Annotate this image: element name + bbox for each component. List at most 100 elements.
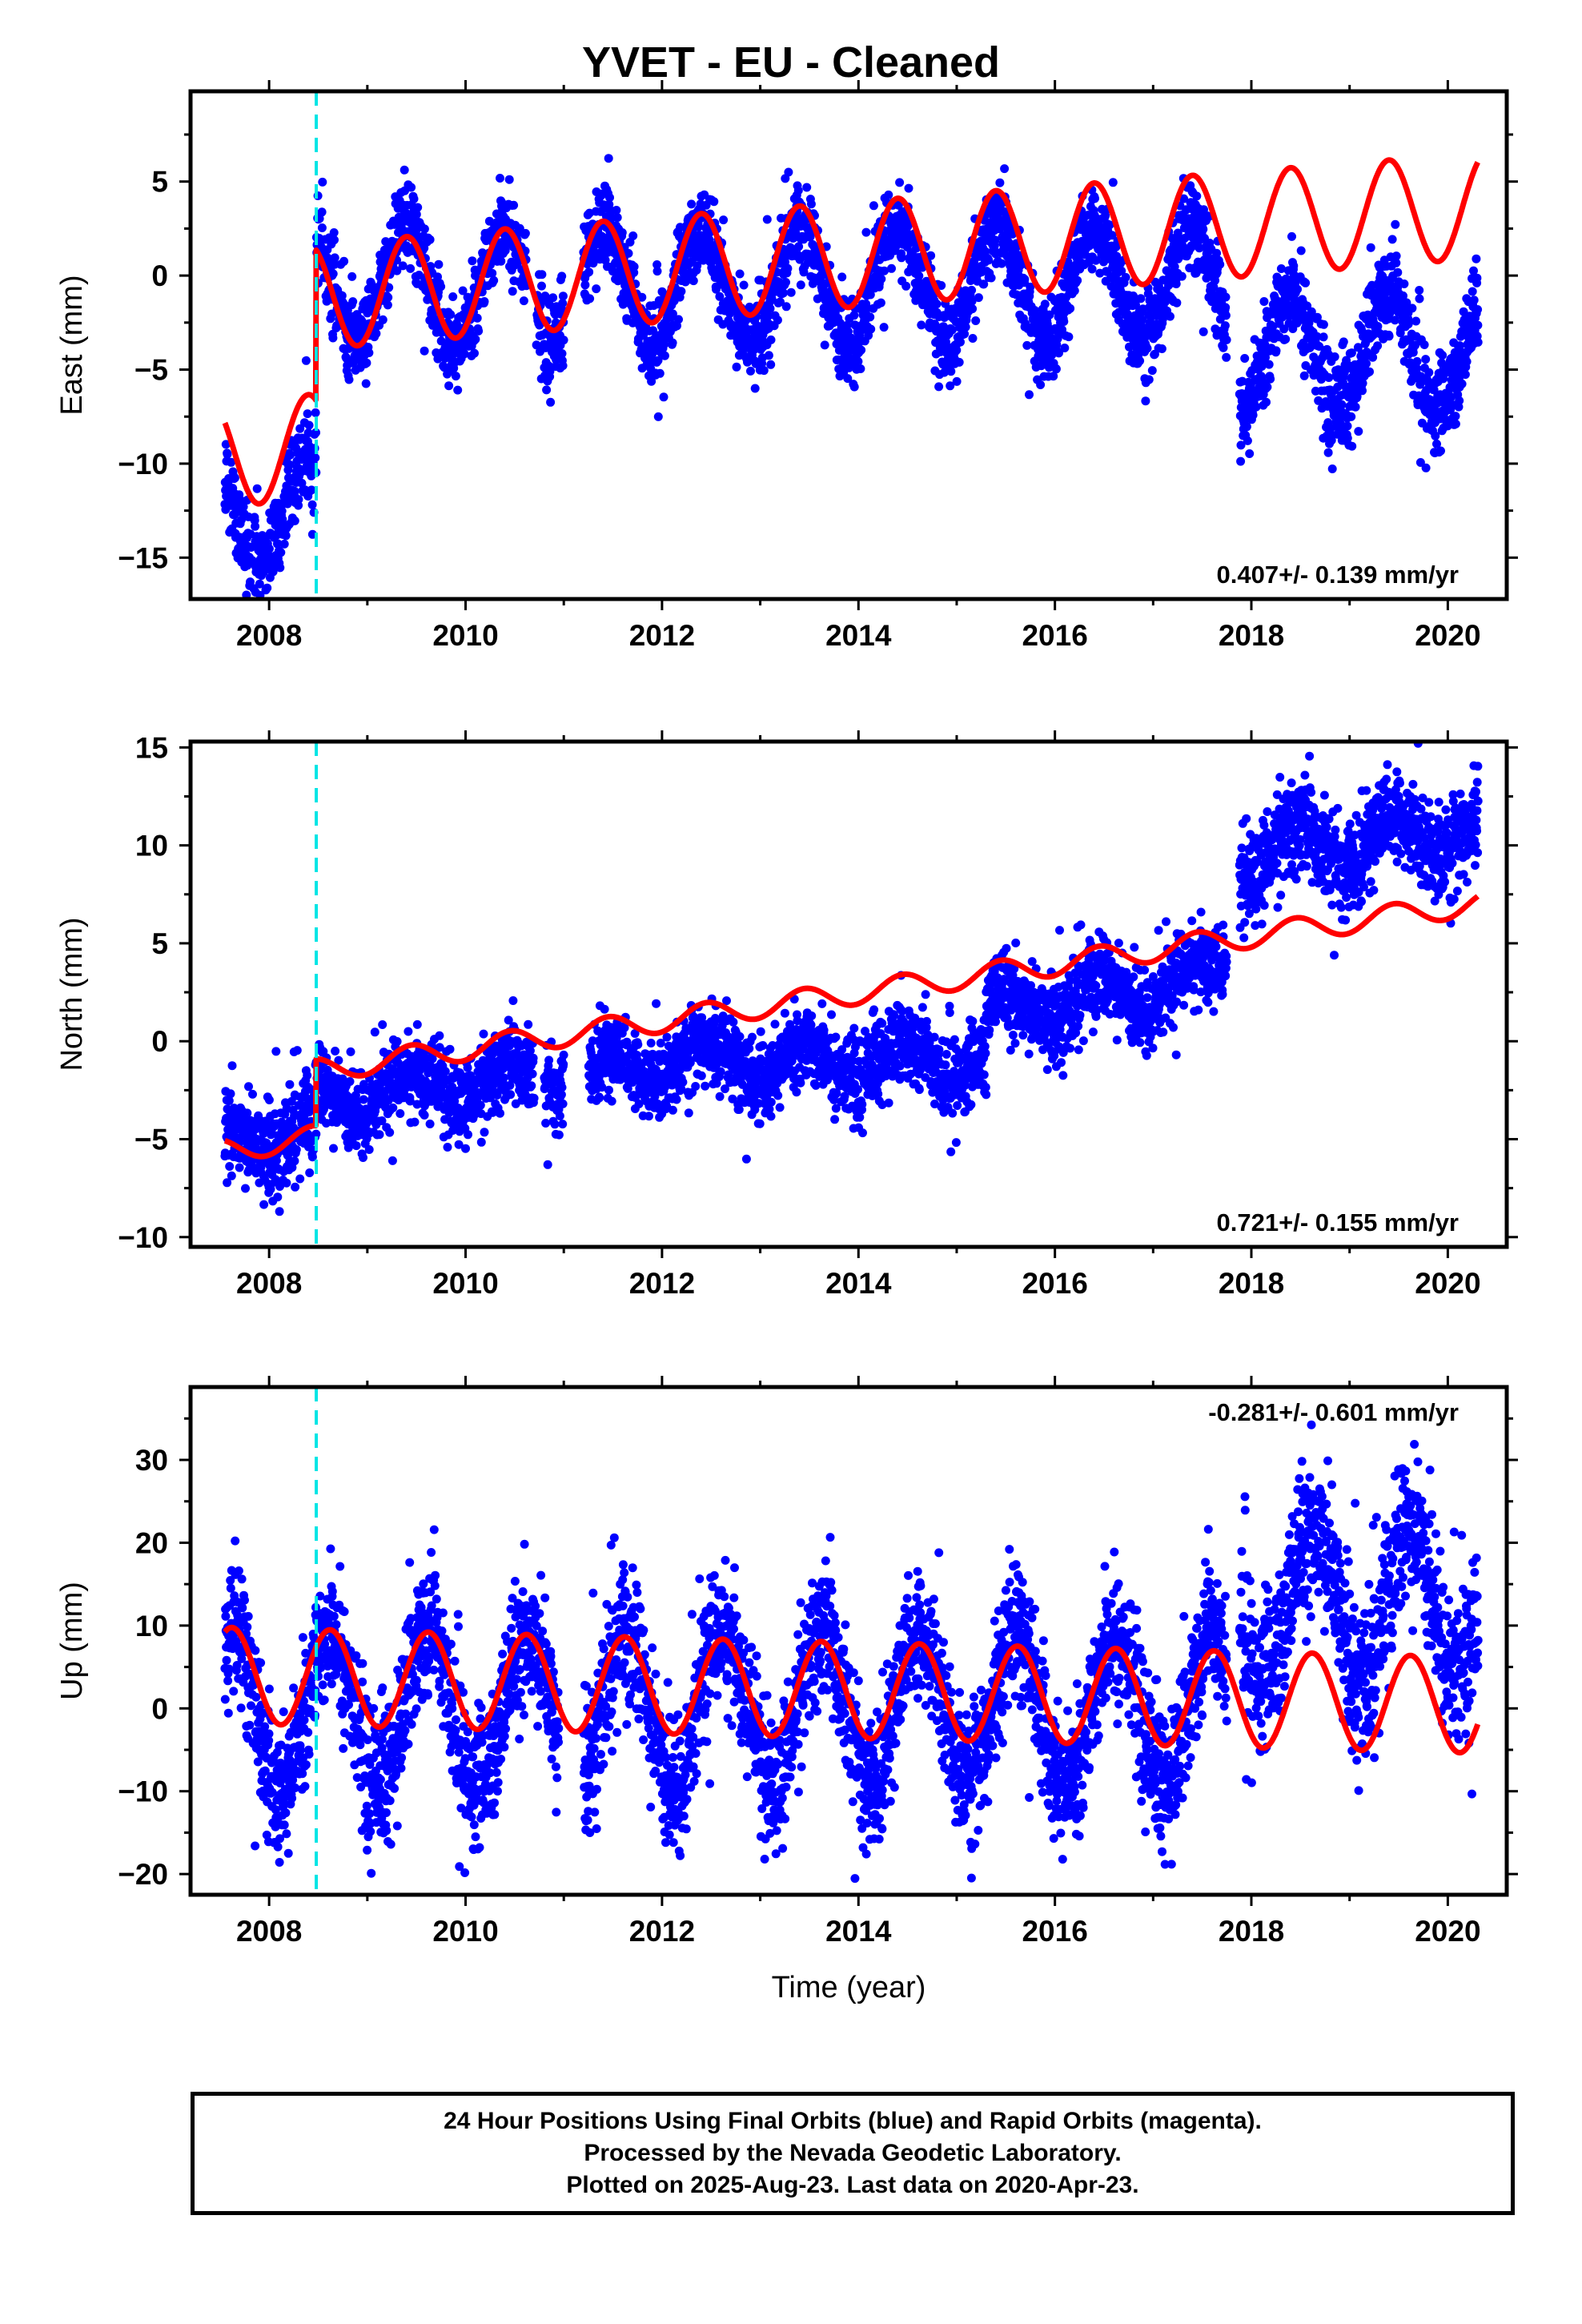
- data-point: [559, 336, 568, 345]
- data-point: [496, 256, 506, 266]
- data-point: [750, 384, 760, 393]
- data-point: [1281, 335, 1291, 344]
- data-point: [1222, 352, 1231, 362]
- data-point: [1387, 235, 1397, 244]
- data-point: [746, 366, 755, 376]
- data-point: [1296, 246, 1306, 255]
- data-point: [1220, 321, 1230, 331]
- data-point: [903, 222, 913, 231]
- data-point: [453, 385, 463, 395]
- y-axis-label: East (mm): [55, 275, 89, 415]
- data-point: [537, 270, 547, 279]
- data-point: [328, 269, 338, 279]
- data-point: [762, 215, 772, 224]
- data-point: [440, 1067, 450, 1076]
- data-point: [759, 366, 769, 376]
- data-point: [1319, 332, 1328, 342]
- data-point: [766, 335, 776, 344]
- data-point: [1455, 396, 1464, 405]
- data-point: [458, 286, 468, 296]
- data-point: [303, 1071, 312, 1080]
- data-point: [776, 297, 785, 307]
- data-point: [558, 299, 568, 308]
- data-point: [974, 293, 983, 303]
- data-point: [849, 311, 859, 320]
- data-point: [1337, 400, 1347, 409]
- data-point: [1199, 224, 1208, 234]
- data-point: [1248, 410, 1258, 420]
- data-point: [248, 1089, 257, 1099]
- data-point: [895, 178, 905, 187]
- data-point: [674, 315, 683, 324]
- data-point: [1215, 259, 1225, 269]
- data-point: [1451, 412, 1460, 421]
- data-point: [1287, 231, 1296, 241]
- data-point: [548, 293, 558, 303]
- data-point: [1451, 419, 1460, 428]
- data-point: [1242, 422, 1251, 432]
- data-point: [1354, 427, 1363, 436]
- data-point: [1324, 373, 1334, 382]
- data-point: [392, 1037, 402, 1046]
- data-point: [689, 276, 698, 286]
- data-point: [1059, 317, 1069, 326]
- data-point: [946, 367, 956, 376]
- data-point: [292, 1046, 302, 1055]
- data-point: [1221, 292, 1231, 302]
- data-point: [1366, 243, 1375, 252]
- data-point: [1177, 271, 1186, 281]
- data-point: [604, 154, 613, 163]
- data-point: [290, 1156, 299, 1166]
- data-point: [856, 364, 865, 373]
- data-point: [244, 1082, 253, 1092]
- data-point: [767, 294, 777, 304]
- data-point: [843, 374, 853, 384]
- data-point: [252, 484, 262, 493]
- data-point: [588, 259, 598, 268]
- data-point: [659, 392, 669, 402]
- data-point: [474, 326, 484, 336]
- data-point: [508, 287, 517, 296]
- data-point: [773, 316, 782, 325]
- data-point: [546, 397, 556, 407]
- data-point: [1384, 332, 1394, 341]
- data-point: [295, 1174, 305, 1184]
- data-point: [311, 453, 320, 463]
- data-point: [435, 1031, 444, 1040]
- data-point: [471, 335, 480, 344]
- data-point: [995, 178, 1005, 187]
- data-point: [709, 197, 719, 207]
- data-point: [351, 1141, 361, 1151]
- data-point: [420, 224, 429, 234]
- data-point: [584, 267, 594, 277]
- data-point: [281, 531, 291, 541]
- data-point: [558, 292, 568, 301]
- data-point: [1339, 337, 1348, 347]
- data-point: [378, 1020, 387, 1029]
- data-point: [1472, 254, 1481, 263]
- data-point: [434, 259, 444, 269]
- data-point: [971, 316, 981, 325]
- data-point: [1347, 441, 1357, 451]
- data-point: [1351, 402, 1360, 412]
- data-point: [1141, 396, 1150, 406]
- data-point: [1411, 316, 1421, 326]
- data-point: [278, 514, 287, 524]
- data-point: [448, 292, 458, 301]
- data-point: [330, 253, 339, 263]
- data-point: [364, 1145, 374, 1154]
- data-point: [1172, 298, 1182, 308]
- data-point: [1421, 463, 1431, 472]
- data-point: [1066, 304, 1075, 313]
- data-point: [383, 292, 393, 302]
- data-point: [784, 167, 793, 177]
- y-tick-label: −5: [135, 354, 168, 387]
- data-point: [1245, 449, 1255, 458]
- data-point: [1365, 367, 1374, 376]
- data-point: [520, 228, 530, 238]
- data-point: [1323, 448, 1333, 457]
- data-point: [223, 449, 232, 459]
- data-point: [1393, 267, 1403, 277]
- data-point: [532, 340, 541, 350]
- data-point: [1236, 456, 1246, 466]
